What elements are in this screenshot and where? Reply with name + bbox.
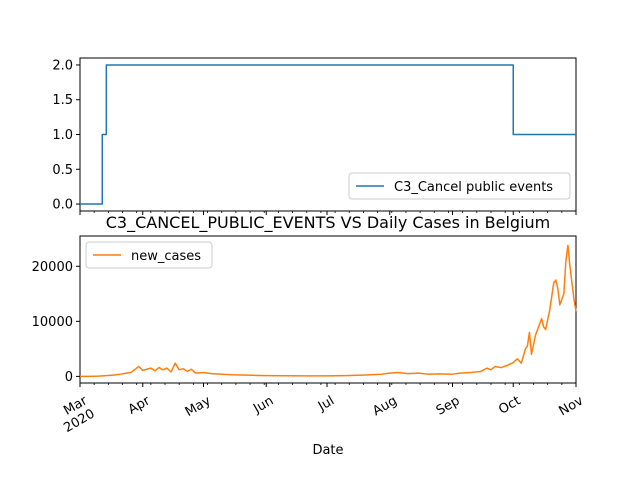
top-y-tick-label: 0.5 xyxy=(52,163,73,178)
x-tick-label: Apr xyxy=(126,393,154,418)
x-tick-label-line: May xyxy=(183,393,214,420)
top-y-tick-label: 0.0 xyxy=(52,198,73,213)
top-series-line xyxy=(80,64,576,205)
x-tick-label-line: Apr xyxy=(126,393,154,418)
x-tick-label: Aug xyxy=(370,393,399,419)
bottom-y-tick-label: 10000 xyxy=(32,315,73,330)
top-series-lines xyxy=(80,64,576,205)
bottom-legend-label: new_cases xyxy=(131,249,201,264)
bottom-x-ticks: Mar2020 Apr May Jun Jul Aug Sep Oct Nov xyxy=(54,383,587,436)
bottom-series-lines xyxy=(79,244,577,378)
x-tick-label: May xyxy=(183,393,214,420)
x-tick-label-line: Nov xyxy=(557,393,587,419)
chart-title: C3_CANCEL_PUBLIC_EVENTS VS Daily Cases i… xyxy=(106,213,551,233)
bottom-legend-box xyxy=(85,241,213,269)
top-legend-label: C3_Cancel public events xyxy=(394,180,553,195)
x-tick-label-line: Oct xyxy=(496,393,523,417)
top-y-tick-label: 2.0 xyxy=(52,58,73,73)
x-tick-label: Mar2020 xyxy=(54,393,98,436)
x-tick-label: Sep xyxy=(434,393,463,418)
bottom-y-tick-label: 20000 xyxy=(32,260,73,275)
x-tick-label-line: Jul xyxy=(315,393,337,414)
x-tick-label: Jun xyxy=(250,393,276,417)
top-y-tick-label: 1.0 xyxy=(52,128,73,143)
x-tick-label: Jul xyxy=(315,393,337,414)
x-tick-label-line: Aug xyxy=(370,393,399,419)
top-axes: 0.0 0.5 1.0 1.5 2.0 C3_Cancel public events xyxy=(52,57,577,215)
top-y-tick-label: 1.5 xyxy=(52,93,73,108)
x-tick-label-line: Jun xyxy=(250,393,276,417)
top-legend-box xyxy=(348,172,571,200)
top-y-ticks: 0.0 0.5 1.0 1.5 2.0 xyxy=(52,58,80,213)
x-tick-label: Nov xyxy=(557,393,587,419)
bottom-axes: C3_CANCEL_PUBLIC_EVENTS VS Daily Cases i… xyxy=(32,213,587,458)
x-tick-label: Oct xyxy=(496,393,523,417)
bottom-series-line xyxy=(79,244,577,378)
x-tick-label-line: Sep xyxy=(434,393,463,418)
bottom-y-tick-label: 0 xyxy=(65,370,73,385)
top-x-ticks xyxy=(79,211,577,215)
bottom-y-ticks: 0 10000 20000 xyxy=(32,260,80,385)
bottom-legend: new_cases xyxy=(85,241,213,269)
x-axis-label: Date xyxy=(312,443,343,458)
top-legend: C3_Cancel public events xyxy=(348,172,571,200)
